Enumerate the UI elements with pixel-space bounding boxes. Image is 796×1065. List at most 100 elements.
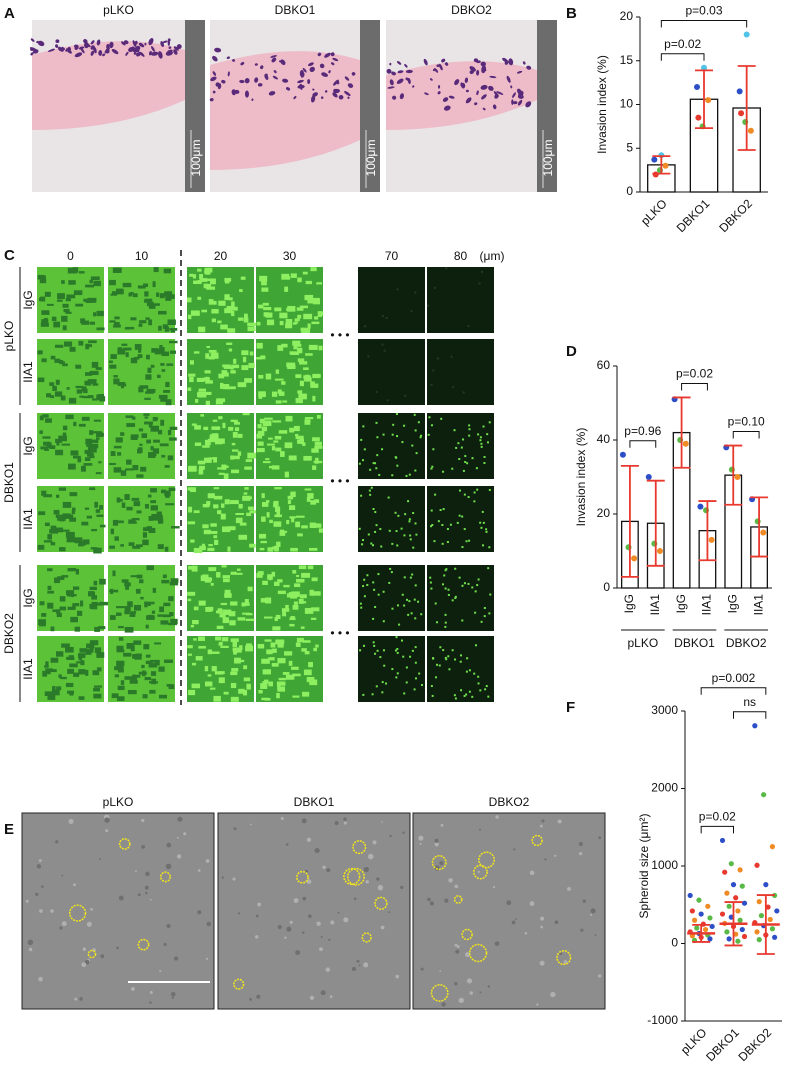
debris [183,832,187,836]
speck [207,547,215,552]
y-axis-label: Invasion index (%) [574,428,588,527]
speck [213,457,217,463]
data-point [761,792,767,798]
speck [144,298,153,302]
speck [408,600,411,603]
speck [414,429,417,432]
speck [385,682,388,685]
speck [66,590,75,596]
debris [36,864,42,869]
speck [120,470,127,476]
speck [144,676,152,681]
debris [563,960,568,964]
cell [221,79,226,84]
speck [66,656,75,660]
data-point [769,844,776,850]
speck [452,386,455,389]
speck [463,582,466,585]
data-point [733,931,739,937]
speck [165,503,175,506]
debris [205,957,209,960]
speck [43,494,52,498]
speck [81,416,90,421]
speck [65,531,75,538]
speck [147,494,152,498]
speck [359,602,362,605]
speck [288,592,294,597]
speck [88,591,95,597]
speck [190,539,195,543]
speck [475,644,478,647]
speck [66,536,75,543]
significance-bracket [629,440,657,448]
speck [158,666,165,672]
speck [372,641,375,644]
speck [130,677,137,680]
speck [78,423,86,427]
debris [249,997,253,1001]
speck [47,602,54,609]
speck [210,582,214,586]
speck [167,429,172,436]
speck [468,428,471,431]
speck [203,283,209,289]
speck [261,516,266,522]
speck [292,673,301,677]
speck [458,576,461,579]
cell [424,92,429,96]
speck [306,419,311,423]
debris [363,866,370,873]
speck [159,443,169,447]
speck [363,448,366,451]
speck [61,643,70,648]
speck [96,603,103,606]
cell [167,38,171,42]
debris [105,829,109,833]
cell [437,85,441,89]
speck [204,665,209,672]
debris [295,950,301,956]
debris [541,819,545,823]
speck [475,467,478,470]
speck [88,340,97,344]
speck [148,662,158,668]
speck [62,303,69,308]
cell [441,58,446,63]
speck [203,377,210,382]
speck [191,683,201,689]
data-point [705,97,712,104]
debris [35,892,39,896]
speck [258,391,266,398]
speck [467,496,470,499]
x-tick-label: DBKO2 [716,196,755,235]
cell [496,91,504,95]
debris [358,964,361,967]
speck [127,601,133,608]
speck [120,289,124,295]
speck [483,615,486,618]
speck [275,506,281,513]
cell [522,61,526,65]
speck [67,568,76,572]
speck [195,656,203,661]
speck [205,278,213,282]
debris [173,956,179,961]
speck [383,664,386,667]
speck [413,688,416,691]
speck [413,413,416,416]
speck [136,544,143,548]
speck [447,588,450,591]
cell [209,98,214,102]
speck [198,645,206,649]
speck [62,363,68,367]
speck [318,311,324,316]
speck [167,319,176,326]
speck [139,320,147,324]
speck [441,542,444,545]
debris [305,869,309,873]
speck [134,344,142,350]
speck [211,309,219,314]
speck [215,399,224,405]
debris [177,816,183,822]
speck [151,303,160,306]
